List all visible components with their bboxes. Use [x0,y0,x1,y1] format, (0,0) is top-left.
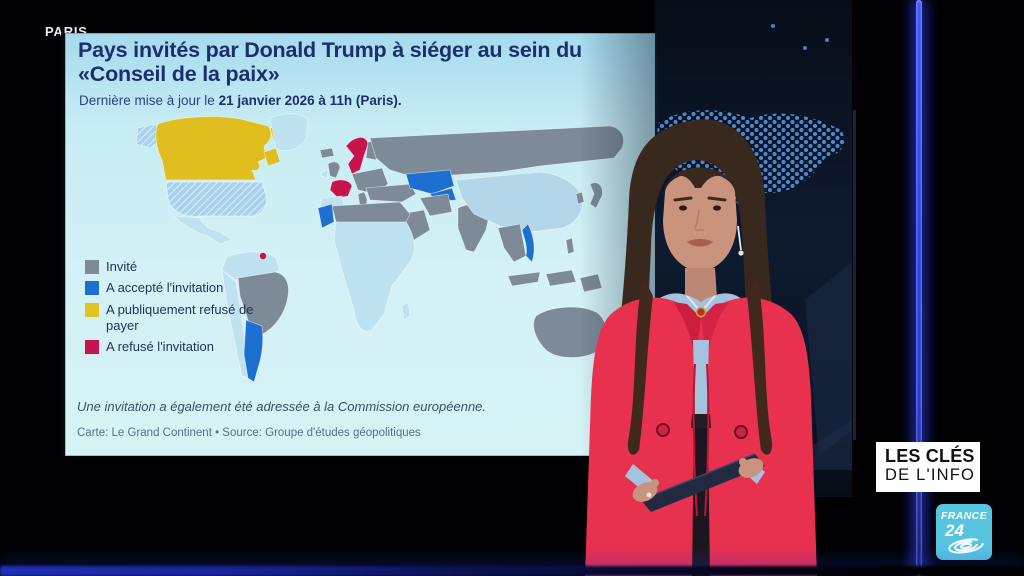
legend-swatch-invited [85,260,99,274]
country-madagascar [401,301,411,321]
show-title-badge: LES CLÉS DE L'INFO [876,442,980,492]
legend-label-refused-pay: A publiquement refusé de payer [106,301,254,333]
hair-strand-left [627,276,653,455]
france24-logo-number: 24 [945,521,964,540]
country-canada [155,116,272,181]
shirt-strip [693,340,709,414]
tablet-edge [640,453,756,501]
panel-reflection [805,262,852,456]
blazer-crease-right [704,363,710,517]
country-usa [165,181,267,217]
country-mexico [173,215,233,245]
update-date: 21 janvier 2026 à 11h (Paris). [218,93,402,108]
presenter-brow-left [673,196,693,202]
country-greenland [269,113,309,152]
show-title-line2: DE L'INFO [885,465,976,484]
map-source: Carte: Le Grand Continent • Source: Grou… [77,427,421,439]
country-kazakhstan [405,169,455,195]
legend-label-refused-invitation: A refusé l'invitation [106,339,214,354]
world-map [70,110,655,425]
country-philippines [565,237,575,255]
earring-icon [737,225,742,251]
france24-logo-text: FRANCE [940,510,988,522]
legend-item-accepted: A accepté l'invitation [85,280,270,296]
brooch-icon [695,306,707,318]
legend-swatch-accepted [85,281,99,296]
thumb-right [739,458,747,466]
legend-label-invited: Invité [106,259,138,274]
presenter-eye-left [679,205,687,211]
legend-swatch-refused-pay [85,302,99,317]
trousers-strip [692,428,710,576]
presenter-brow-right [707,196,727,202]
earring-drop [738,250,744,256]
studio-light-strip [916,0,922,576]
legend-item-invited: Invité [85,259,270,275]
region-balkans-turkey [365,183,417,203]
floor-light-glow [0,566,1024,576]
country-japan [589,182,603,209]
region-indonesia-1 [507,271,541,287]
country-uk [327,161,341,179]
presenter-hair [612,119,782,455]
hair-strand-right [747,276,773,455]
presenter-eye-right [713,205,721,211]
country-vietnam [521,223,535,263]
country-ireland [320,169,329,179]
presenter-face [663,172,737,272]
tablet [641,454,765,512]
infographic-title: Pays invités par Donald Trump à siéger a… [78,38,582,86]
presenter-neck [685,268,717,303]
studio-screen: Pays invités par Donald Trump à siéger a… [65,33,657,456]
country-argentina [243,319,264,383]
region-africa [333,221,415,332]
update-prefix: Dernière mise à jour le [79,93,219,108]
ring [646,492,652,498]
presenter [545,96,835,576]
blazer-crease-left [692,363,698,517]
presenter-lips [687,239,713,247]
country-suriname-dot [259,252,267,260]
region-se-asia [497,223,527,263]
thumb-left [651,479,659,487]
presenter-fringe [663,167,737,196]
title-line-2: «Conseil de la paix» [78,62,280,87]
country-alaska [135,123,161,149]
show-title-line1: LES CLÉS [885,446,975,466]
panel-edge-line [853,110,856,440]
map-footnote: Une invitation a également été adressée … [77,399,487,414]
update-line: Dernière mise à jour le 21 janvier 2026 … [79,93,402,108]
country-iran [419,193,453,217]
legend-swatch-refused-invitation [85,340,99,354]
blazer-button-right [734,425,748,439]
region-indonesia-2 [545,269,577,287]
blazer-button-left [656,423,670,437]
country-korea [575,191,585,205]
country-canada-island-2 [263,147,281,167]
country-france [329,179,353,199]
country-norway-sweden [345,137,369,175]
title-line-1: Pays invités par Donald Trump à siéger a… [78,38,582,62]
legend-label-accepted: A accepté l'invitation [106,280,224,296]
map-legend: Invité A accepté l'invitation A publique… [85,259,270,360]
region-indonesia-3 [579,273,603,293]
country-morocco [317,203,335,229]
country-iceland [319,147,335,159]
hand-left [632,482,658,502]
ripple-icon [948,538,984,554]
legend-item-refused-pay: A publiquement refusé de payer [85,302,270,335]
france24-logo: FRANCE 24 [936,504,992,560]
country-china [455,171,583,233]
presenter-nose [694,209,704,231]
legend-item-refused-invitation: A refusé l'invitation [85,339,270,355]
belt [691,414,711,428]
